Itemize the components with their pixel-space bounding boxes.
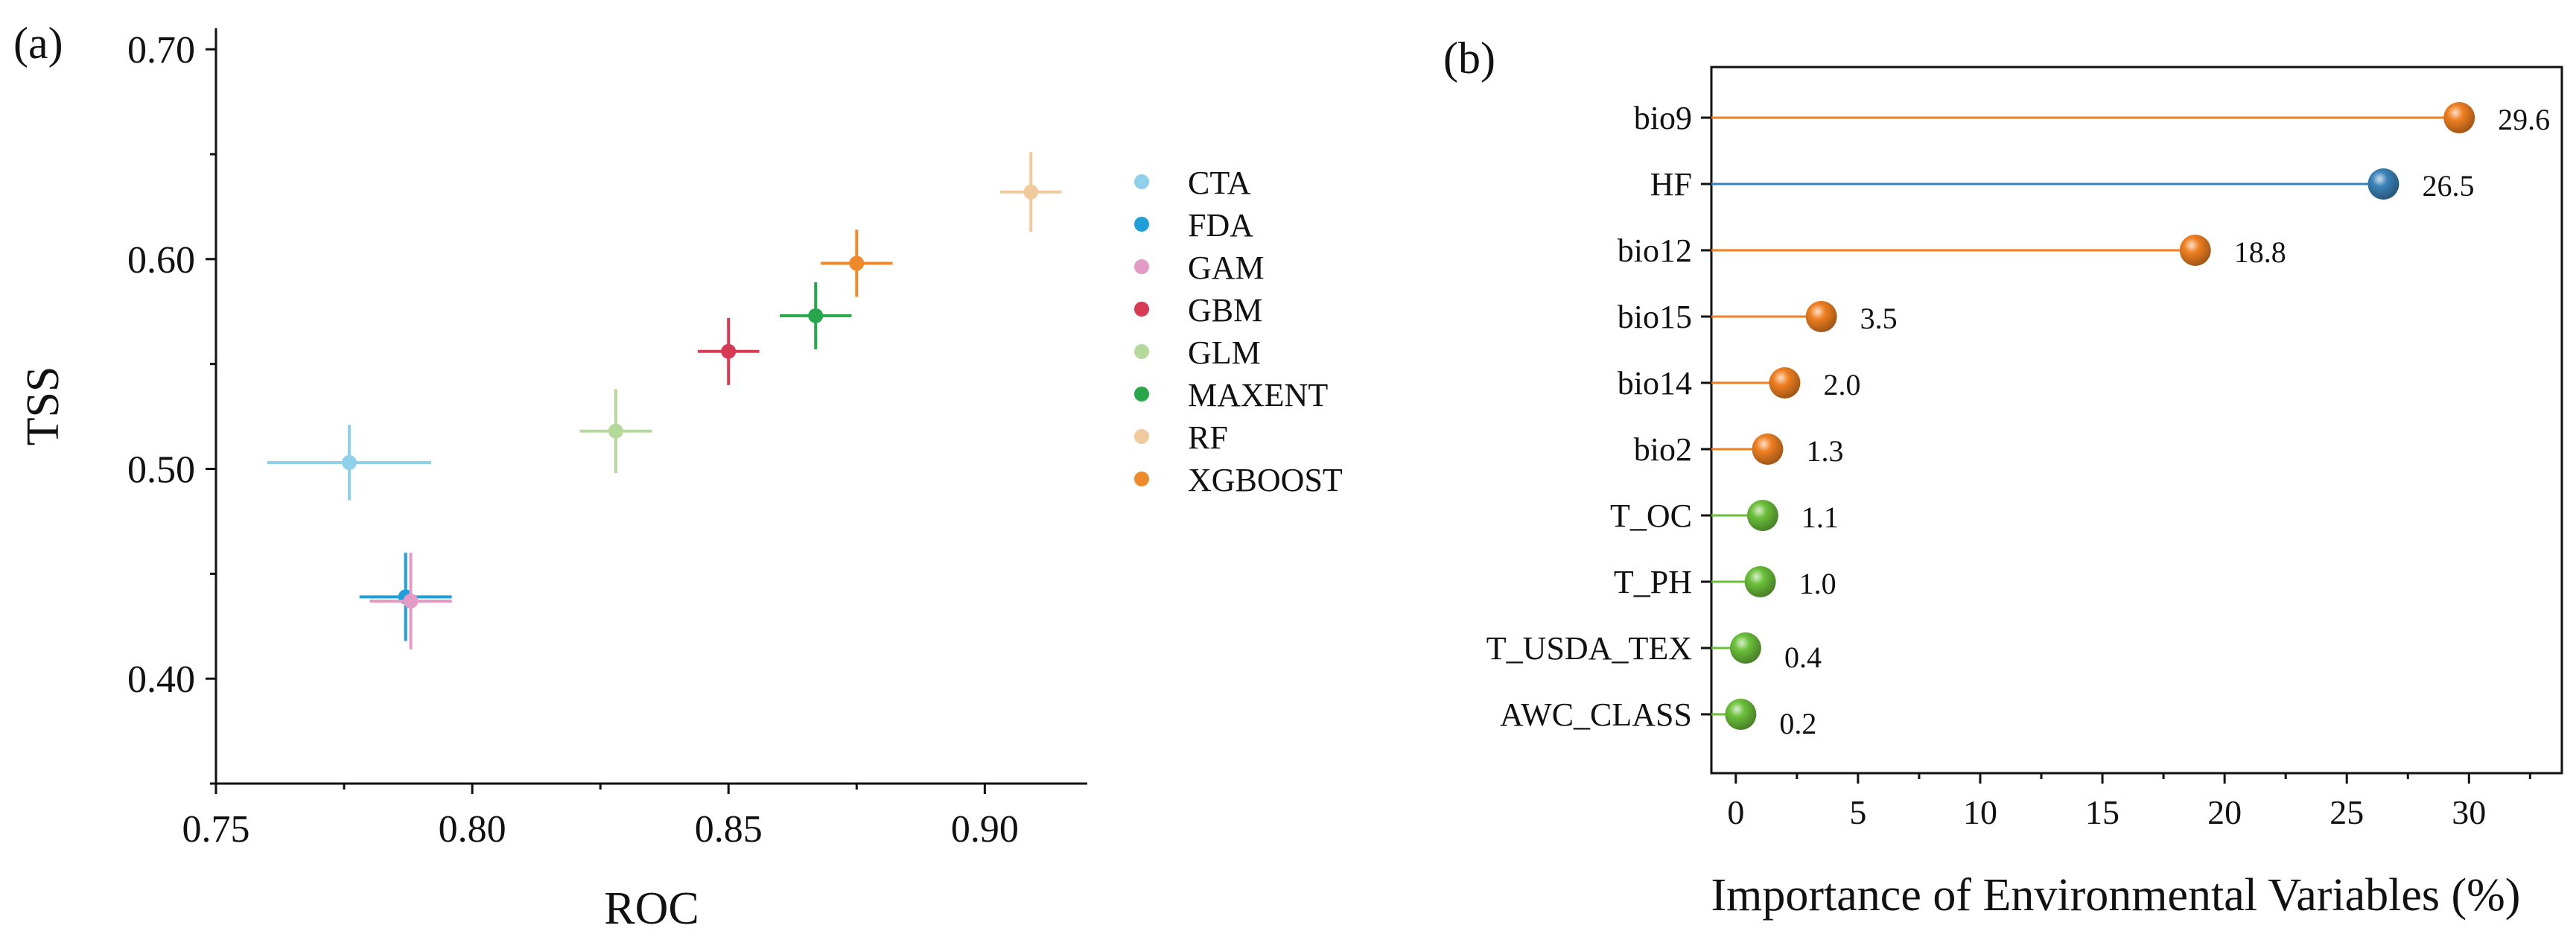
x-tick-label: 0.90	[951, 808, 1019, 851]
legend-marker-gam	[1134, 259, 1149, 274]
value-label-t-usda-tex: 0.4	[1784, 641, 1822, 674]
panel-a-x-ticks: 0.75 0.80 0.85 0.90	[182, 784, 1019, 851]
point-rf	[1023, 184, 1039, 200]
panel-b-y-ticks: bio9 HF bio12 bio15 bio14 bio2 T_OC T_PH T_USDA_…	[1486, 100, 1711, 733]
x-tick-label: 0.75	[182, 808, 250, 851]
point-cta	[341, 455, 357, 471]
legend-label-xgboost: XGBOOST	[1188, 462, 1343, 498]
value-label-t-ph: 1.0	[1799, 567, 1836, 600]
panel-b-sticks: 29.6 26.5 18.8 3.52.0 1.3 1.1 1.0 0.4 0.2	[1711, 102, 2550, 740]
point-maxent	[808, 308, 824, 323]
category-label-hf: HF	[1650, 166, 1692, 203]
value-label-bio9: 29.6	[2498, 103, 2550, 136]
panel-b: (b) 29.6 26.5 18.8 3.52.0 1.3 1.1 1.0 0.4 0.2 bi…	[1443, 34, 2563, 921]
panel-a-y-label: TSS	[18, 366, 69, 446]
panel-a-legend: CTA FDA GAM GBM GLM MAXENT RF XGBOOST	[1134, 165, 1343, 498]
value-label-bio14: 2.0	[1823, 368, 1860, 401]
category-label-t-oc: T_OC	[1610, 498, 1692, 534]
category-label-bio15: bio15	[1618, 299, 1692, 335]
point-xgboost	[849, 255, 865, 271]
ball-t-usda-tex	[1729, 632, 1761, 664]
x-tick-label: 0	[1727, 793, 1744, 831]
ball-awc-class	[1725, 699, 1757, 730]
legend-marker-gbm	[1134, 302, 1149, 317]
panel-b-x-ticks: 0 5 10 15 20 25 30	[1727, 773, 2531, 831]
point-gbm	[721, 343, 737, 359]
ball-t-ph	[1744, 566, 1776, 597]
legend-label-cta: CTA	[1188, 165, 1251, 201]
legend-marker-rf	[1134, 429, 1149, 444]
panel-a-label: (a)	[13, 19, 63, 68]
point-group-maxent	[780, 282, 852, 349]
ball-bio9	[2443, 102, 2475, 133]
legend-marker-xgboost	[1134, 471, 1149, 486]
point-glm	[608, 423, 623, 439]
y-tick-label: 0.40	[127, 658, 195, 701]
point-gam	[403, 593, 419, 609]
x-tick-label: 10	[1963, 793, 1997, 831]
category-label-bio9: bio9	[1634, 100, 1692, 136]
ball-bio12	[2179, 235, 2211, 266]
legend-label-maxent: MAXENT	[1188, 377, 1328, 413]
value-label-bio12: 18.8	[2234, 235, 2286, 269]
x-tick-label: 0.85	[695, 808, 763, 851]
ball-t-oc	[1746, 500, 1778, 531]
panel-b-x-label: Importance of Environmental Variables (%…	[1711, 870, 2521, 921]
value-label-awc-class: 0.2	[1779, 707, 1816, 740]
ball-hf	[2367, 168, 2400, 200]
value-label-bio2: 1.3	[1806, 434, 1843, 468]
value-label-t-oc: 1.1	[1801, 501, 1839, 534]
legend-label-gam: GAM	[1188, 250, 1265, 286]
y-tick-label: 0.50	[127, 449, 195, 492]
panel-b-frame	[1710, 66, 2563, 775]
x-tick-label: 25	[2329, 793, 2364, 831]
legend-label-fda: FDA	[1188, 207, 1253, 244]
category-label-bio2: bio2	[1634, 431, 1692, 468]
legend-marker-glm	[1134, 344, 1149, 359]
category-label-bio14: bio14	[1618, 365, 1692, 401]
panel-a-x-label: ROC	[604, 883, 699, 934]
panel-b-label: (b)	[1443, 34, 1495, 83]
category-label-bio12: bio12	[1618, 232, 1692, 269]
legend-label-glm: GLM	[1188, 334, 1261, 371]
y-tick-label: 0.70	[127, 29, 195, 72]
legend-marker-fda	[1134, 217, 1149, 232]
x-tick-label: 30	[2452, 793, 2486, 831]
point-group-gam	[369, 553, 452, 650]
ball-bio2	[1752, 434, 1784, 465]
y-tick-label: 0.60	[127, 239, 195, 282]
legend-marker-maxent	[1134, 387, 1149, 401]
point-group-xgboost	[821, 229, 893, 297]
x-tick-label: 0.80	[439, 808, 506, 851]
legend-label-rf: RF	[1188, 419, 1228, 456]
x-tick-label: 20	[2207, 793, 2242, 831]
ball-bio15	[1805, 301, 1837, 332]
x-tick-label: 5	[1849, 793, 1866, 831]
value-label-bio15: 3.5	[1860, 302, 1898, 335]
category-label-awc-class: AWC_CLASS	[1500, 696, 1692, 733]
point-group-rf	[1000, 152, 1062, 232]
value-label-hf: 26.5	[2422, 169, 2474, 203]
legend-label-gbm: GBM	[1188, 292, 1262, 328]
x-tick-label: 15	[2085, 793, 2119, 831]
point-group-cta	[267, 425, 432, 501]
ball-bio14	[1769, 367, 1801, 398]
panel-a: (a) 0.40 0.50 0.60 0.70 0.75 0.80 0.85 0.90 RO…	[13, 19, 1343, 934]
category-label-t-usda-tex: T_USDA_TEX	[1486, 630, 1692, 667]
panel-a-points	[267, 152, 1062, 650]
panel-a-y-ticks: 0.40 0.50 0.60 0.70	[127, 29, 216, 785]
point-group-glm	[579, 389, 652, 474]
category-label-t-ph: T_PH	[1614, 564, 1692, 600]
point-group-gbm	[697, 317, 760, 385]
legend-marker-cta	[1134, 174, 1149, 189]
